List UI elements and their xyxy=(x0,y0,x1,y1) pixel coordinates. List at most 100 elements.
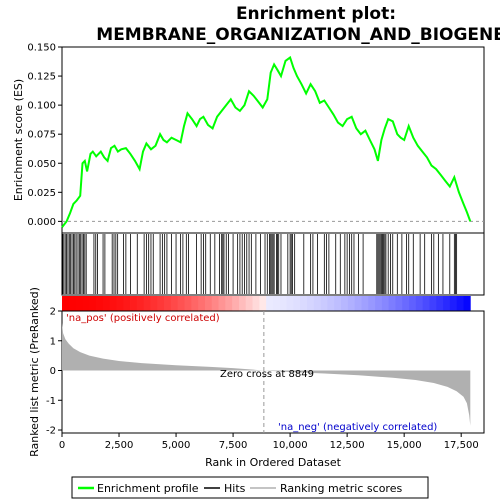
color-bar-segment xyxy=(198,296,206,311)
color-bar-segment xyxy=(347,296,356,311)
color-bar-segment xyxy=(341,296,349,311)
color-bar-segment xyxy=(177,296,185,311)
color-bar-segment xyxy=(130,296,138,311)
es-tick-label: 0.000 xyxy=(27,217,56,228)
color-bar-segment xyxy=(463,296,471,311)
color-bar-segment xyxy=(62,296,70,311)
color-bar-segment xyxy=(266,296,274,311)
x-tick-label: 7,500 xyxy=(219,440,248,451)
es-tick-label: 0.100 xyxy=(27,101,56,112)
chart-title-line1: Enrichment plot: xyxy=(236,4,396,24)
color-bar-segment xyxy=(116,296,124,311)
es-panel xyxy=(61,46,485,234)
color-bar-segment xyxy=(170,296,179,311)
color-bar-segment xyxy=(436,296,444,311)
color-bar-segment xyxy=(82,296,90,311)
x-axis: 0 2,500 5,000 7,500 10,000 12,500 15,000 17,500 xyxy=(59,433,479,451)
color-bar-segment xyxy=(375,296,383,311)
color-bar-segment xyxy=(252,296,260,311)
color-bar-segment xyxy=(409,296,417,311)
metric-tick-label: 2 xyxy=(50,307,56,318)
x-tick-label: 5,000 xyxy=(162,440,191,451)
es-axis: 0.000 0.025 0.050 0.075 0.100 0.125 0.150 xyxy=(27,43,62,228)
legend-hits-label: Hits xyxy=(224,482,246,495)
color-bar-segment xyxy=(245,296,253,311)
color-bar-segment xyxy=(68,296,77,311)
chart-title-line2: MEMBRANE_ORGANIZATION_AND_BIOGENESIS xyxy=(96,25,500,45)
color-bar-segment xyxy=(286,296,294,311)
color-bar-segment xyxy=(327,296,335,311)
legend-metric-label: Ranking metric scores xyxy=(280,482,402,495)
color-bar-segment xyxy=(136,296,145,311)
color-bar-segment xyxy=(218,296,226,311)
color-bar-segment xyxy=(279,296,287,311)
metric-axis: -2 -1 0 1 2 xyxy=(46,307,62,437)
metric-axis-label: Ranked list metric (PreRanked) xyxy=(28,287,41,457)
x-tick-label: 0 xyxy=(59,440,65,451)
color-bar-segment xyxy=(232,296,240,311)
color-bar-segment xyxy=(109,296,117,311)
color-bar-segment xyxy=(429,296,437,311)
color-bar-segment xyxy=(225,296,233,311)
color-bar-segment xyxy=(102,296,111,311)
es-tick-label: 0.075 xyxy=(27,130,56,141)
color-bar-segment xyxy=(89,296,97,311)
color-bar-segment xyxy=(381,296,390,311)
color-bar-segment xyxy=(293,296,301,311)
ranking-metric-area xyxy=(62,322,471,426)
color-bar-segment xyxy=(259,296,267,311)
hits-marks xyxy=(62,234,458,294)
color-bar-segment xyxy=(402,296,410,311)
es-axis-label: Enrichment score (ES) xyxy=(12,79,25,201)
es-tick-label: 0.025 xyxy=(27,188,56,199)
color-bar-segment xyxy=(191,296,199,311)
color-bar-segment xyxy=(456,296,464,311)
x-tick-label: 17,500 xyxy=(444,440,479,451)
es-tick-label: 0.125 xyxy=(27,72,56,83)
color-bar-segment xyxy=(415,296,424,311)
legend-enrichment-label: Enrichment profile xyxy=(97,482,199,495)
color-bar-segment xyxy=(75,296,83,311)
x-axis-label: Rank in Ordered Dataset xyxy=(205,456,342,469)
es-tick-label: 0.150 xyxy=(27,43,56,54)
metric-tick-label: 1 xyxy=(50,336,56,347)
color-bar-segment xyxy=(313,296,321,311)
color-bar-segment xyxy=(184,296,192,311)
color-bar-segment xyxy=(422,296,430,311)
color-bar-segment xyxy=(238,296,247,311)
color-bar-segment xyxy=(96,296,104,311)
x-tick-label: 10,000 xyxy=(273,440,308,451)
color-bar-segment xyxy=(306,296,315,311)
x-tick-label: 2,500 xyxy=(105,440,134,451)
zero-cross-label: Zero cross at 8849 xyxy=(220,369,314,380)
color-bar-segment xyxy=(143,296,151,311)
color-bar-segment xyxy=(395,296,403,311)
enrichment-profile-line xyxy=(61,55,472,228)
metric-tick-label: -2 xyxy=(46,426,56,437)
color-bar-segment xyxy=(334,296,342,311)
color-bar-segment xyxy=(204,296,213,311)
color-bar-segment xyxy=(164,296,172,311)
x-tick-label: 15,000 xyxy=(387,440,422,451)
color-bar-segment xyxy=(361,296,369,311)
color-bar-segment xyxy=(388,296,396,311)
color-bar-segment xyxy=(354,296,362,311)
color-bar-segment xyxy=(123,296,131,311)
metric-tick-label: 0 xyxy=(50,366,56,377)
color-bar-segment xyxy=(443,296,451,311)
color-bar-segment xyxy=(320,296,328,311)
color-bar-segment xyxy=(300,296,308,311)
color-bar-segment xyxy=(449,296,458,311)
color-bar-segment xyxy=(272,296,281,311)
color-bar-segment xyxy=(157,296,165,311)
es-tick-label: 0.050 xyxy=(27,159,56,170)
metric-tick-label: -1 xyxy=(46,396,56,407)
rank-color-bar xyxy=(62,296,471,311)
color-bar-segment xyxy=(211,296,219,311)
pos-label: 'na_pos' (positively correlated) xyxy=(66,313,220,324)
color-bar-segment xyxy=(150,296,158,311)
color-bar-segment xyxy=(368,296,376,311)
neg-label: 'na_neg' (negatively correlated) xyxy=(278,422,437,433)
x-tick-label: 12,500 xyxy=(330,440,365,451)
